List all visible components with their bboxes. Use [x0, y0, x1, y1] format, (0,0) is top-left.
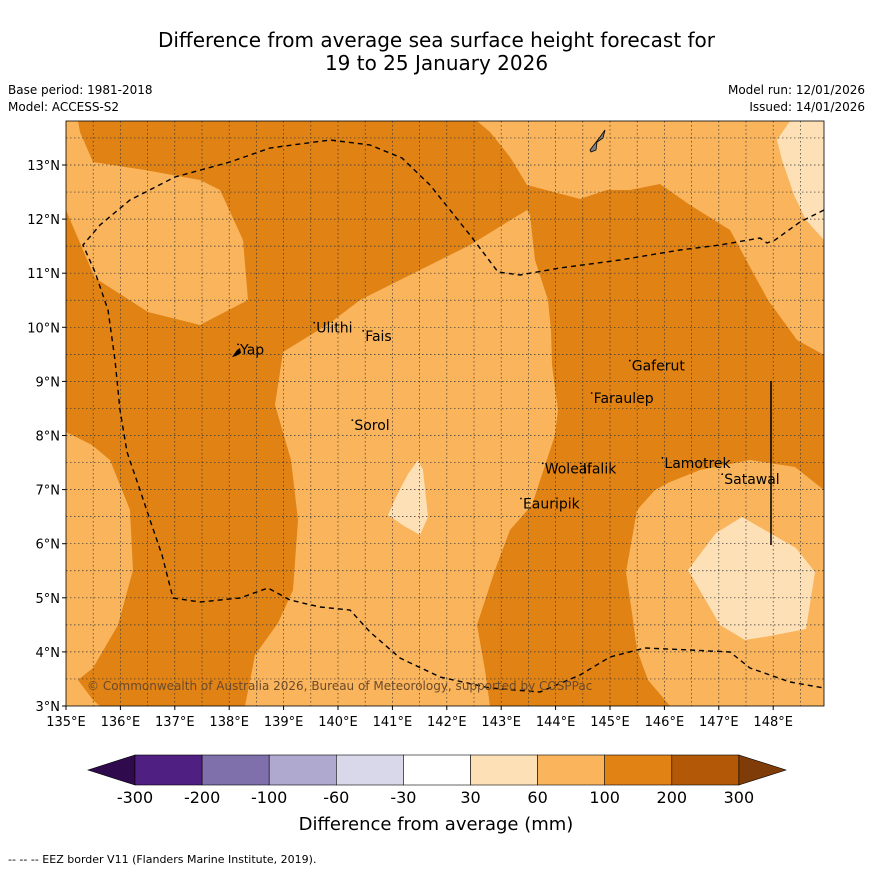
- lon-tick-label: 148°E: [753, 715, 793, 730]
- place-label: Ulithi: [316, 321, 352, 337]
- colorbar-segment: [537, 754, 605, 786]
- lat-tick-label: 8°N: [36, 430, 61, 445]
- place-label: Lamotrek: [664, 456, 731, 472]
- colorbar-label: -60: [323, 788, 349, 807]
- base-period: Base period: 1981-2018: [8, 83, 153, 97]
- lat-tick-label: 10°N: [27, 321, 60, 336]
- colorbar-segment: [201, 754, 270, 786]
- eez-footnote: -- -- -- EEZ border V11 (Flanders Marine…: [8, 853, 317, 866]
- contour-100-200-main: [66, 121, 824, 706]
- colorbar-label: 300: [724, 788, 755, 807]
- place-marker: [237, 343, 239, 346]
- place-labels: Yap Ulithi Fais Gaferut Faraulep Sorol WoleaiI…: [237, 321, 780, 513]
- colorbar-label: 60: [527, 788, 547, 807]
- title-line-2: 19 to 25 January 2026: [324, 51, 549, 75]
- colorbar-label: 100: [589, 788, 620, 807]
- place-marker: [313, 321, 316, 324]
- lon-tick-label: 143°E: [481, 715, 521, 730]
- model-name: Model: ACCESS-S2: [8, 100, 120, 114]
- contour-30-60-central: [388, 460, 428, 535]
- place-marker: [520, 497, 522, 500]
- lon-tick-label: 146°E: [645, 715, 685, 730]
- yap-island: [232, 348, 241, 357]
- place-label: Fais: [365, 329, 392, 345]
- colorbar-label: -300: [117, 788, 153, 807]
- colorbar-label: -200: [184, 788, 220, 807]
- place-marker: [362, 329, 365, 332]
- colorbar-label: -30: [390, 788, 416, 807]
- colorbar-label: 200: [657, 788, 688, 807]
- colorbar-label: -100: [251, 788, 287, 807]
- place-marker: [541, 462, 544, 465]
- place-label: Sorol: [354, 418, 389, 434]
- lon-tick-label: 145°E: [590, 715, 630, 730]
- colorbar-arrow-max: [738, 754, 787, 786]
- lon-tick-label: 140°E: [318, 715, 358, 730]
- lon-tick-label: 138°E: [209, 715, 249, 730]
- lat-tick-label: 9°N: [36, 375, 61, 390]
- lat-tick-label: 6°N: [36, 538, 61, 553]
- lon-tick-label: 144°E: [536, 715, 576, 730]
- contour-30-60-southeast: [688, 517, 815, 640]
- lon-tick-label: 135°E: [46, 715, 86, 730]
- colorbar-title: Difference from average (mm): [299, 814, 574, 835]
- guam-island: [589, 129, 606, 153]
- contour-30-60-northeast: [777, 121, 824, 240]
- colorbar-segment: [335, 754, 404, 786]
- lon-tick-label: 137°E: [155, 715, 195, 730]
- colorbar: -300 -200 -100 -60 -30 30 60 100 200 300: [87, 754, 787, 807]
- place-label: Faraulep: [594, 391, 654, 407]
- colorbar-segment: [671, 754, 740, 786]
- colorbar-segment: [134, 754, 203, 786]
- colorbar-label: 30: [460, 788, 480, 807]
- axis-tick-labels: 135°E 136°E 137°E 138°E 139°E 140°E 141°E 142°E…: [27, 159, 793, 730]
- lat-tick-label: 13°N: [27, 159, 60, 174]
- place-label: Ifalik: [583, 461, 617, 477]
- lon-tick-label: 147°E: [699, 715, 739, 730]
- grid-lines: [66, 121, 824, 706]
- place-label: Yap: [239, 342, 264, 358]
- place-label: Woleai: [545, 461, 592, 477]
- place-marker: [628, 359, 631, 362]
- lat-tick-label: 5°N: [36, 592, 61, 607]
- map-panel: © Commonwealth of Australia 2026, Bureau…: [27, 120, 825, 730]
- lon-tick-label: 139°E: [264, 715, 304, 730]
- lat-tick-label: 11°N: [27, 267, 60, 282]
- colorbar-segment: [403, 754, 471, 786]
- copyright-text: © Commonwealth of Australia 2026, Bureau…: [87, 679, 592, 693]
- lon-tick-label: 141°E: [373, 715, 413, 730]
- place-marker: [579, 462, 582, 465]
- place-label: Gaferut: [632, 359, 686, 375]
- lat-tick-label: 4°N: [36, 646, 61, 661]
- place-label: Eauripik: [523, 497, 581, 513]
- issued-date: Issued: 14/01/2026: [749, 100, 865, 114]
- eez-border: [82, 139, 825, 693]
- place-marker: [590, 392, 593, 394]
- lat-tick-label: 12°N: [27, 213, 60, 228]
- lon-tick-label: 142°E: [427, 715, 467, 730]
- colorbar-segment: [604, 754, 673, 786]
- map-frame: [65, 120, 825, 707]
- lon-tick-label: 136°E: [101, 715, 141, 730]
- place-label: Satawal: [724, 472, 779, 488]
- place-marker: [351, 419, 354, 421]
- lat-tick-label: 3°N: [36, 700, 61, 715]
- title-line-1: Difference from average sea surface heig…: [157, 28, 716, 52]
- model-run: Model run: 12/01/2026: [727, 83, 865, 97]
- colorbar-segment: [268, 754, 337, 786]
- colorbar-arrow-min: [87, 754, 136, 786]
- lat-tick-label: 7°N: [36, 484, 61, 499]
- place-marker: [721, 473, 724, 476]
- place-marker: [661, 457, 664, 459]
- colorbar-segment: [470, 754, 538, 786]
